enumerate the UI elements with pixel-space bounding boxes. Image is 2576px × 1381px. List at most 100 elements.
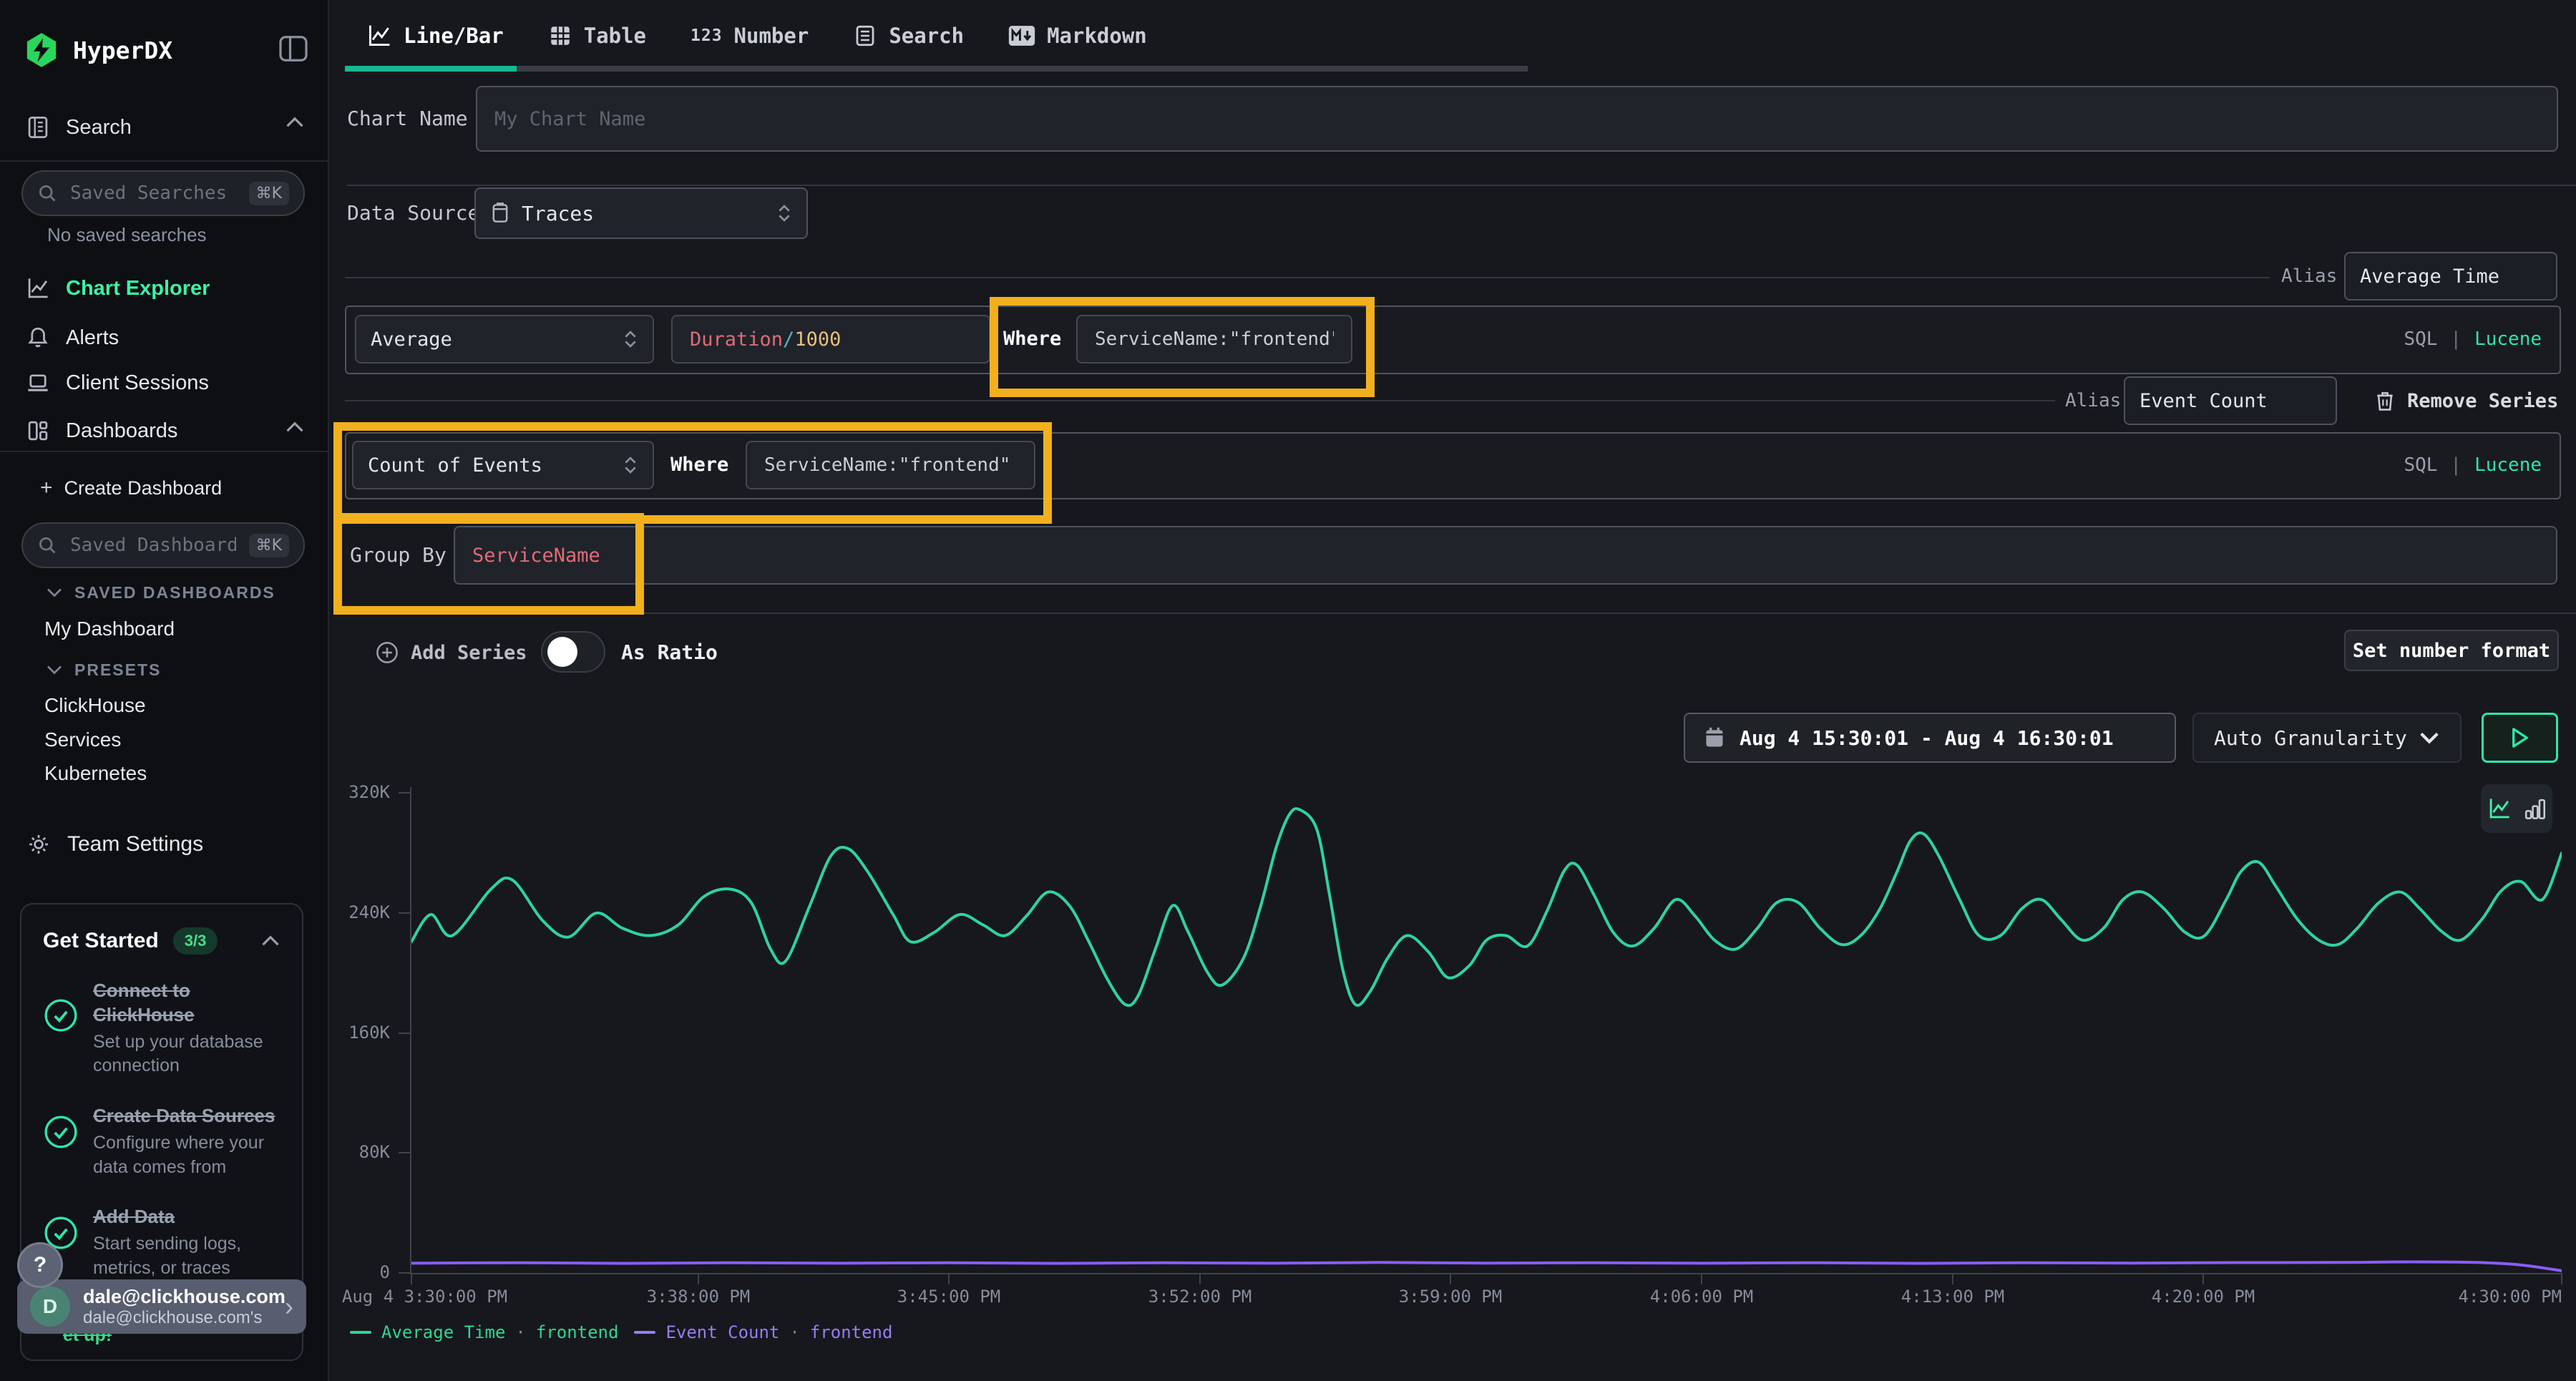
add-series-button[interactable]: Add Series (375, 633, 527, 673)
series1-where-input[interactable] (1076, 315, 1352, 363)
saved-searches-input[interactable] (69, 182, 238, 205)
no-saved-searches-text: No saved searches (47, 224, 207, 246)
event-count-line (411, 1262, 2562, 1271)
x-tick-mark (1450, 1273, 1451, 1284)
legend-label[interactable]: Average Time (381, 1322, 505, 1342)
series1-row: Average Duration/1000 Where SQL | Lucene (345, 306, 2561, 374)
sidebar-item-clickhouse[interactable]: ClickHouse (44, 689, 146, 722)
y-tick-mark (399, 1272, 410, 1274)
as-ratio-toggle[interactable] (541, 631, 605, 673)
set-number-format-button[interactable]: Set number format (2344, 630, 2559, 671)
avatar: D (30, 1287, 70, 1327)
alias-label: Alias (2281, 252, 2337, 301)
saved-dashboards-search[interactable]: ⌘K (21, 522, 305, 568)
x-tick-mark (2561, 1273, 2562, 1284)
lucene-toggle[interactable]: Lucene (2474, 454, 2542, 476)
create-dashboard-button[interactable]: + Create Dashboard (40, 469, 222, 507)
sidebar-item-services[interactable]: Services (44, 723, 121, 756)
search-icon (37, 183, 57, 203)
series2-aggregation-select[interactable]: Count of Events (352, 441, 654, 489)
run-query-button[interactable] (2482, 713, 2558, 763)
calendar-icon (1704, 726, 1725, 749)
tab-line-bar[interactable]: Line/Bar (366, 23, 504, 49)
circle-plus-icon (375, 640, 399, 665)
select-chevrons-icon (623, 328, 638, 350)
sidebar-item-label: Chart Explorer (66, 277, 210, 301)
legend-group: frontend (536, 1322, 619, 1342)
section-saved-dashboards[interactable]: SAVED DASHBOARDS (46, 577, 275, 608)
chevron-up-icon[interactable] (260, 935, 280, 947)
legend-swatch-event-count (634, 1331, 655, 1334)
x-tick-label: 3:52:00 PM (1148, 1287, 1252, 1307)
remove-series-button[interactable]: Remove Series (2374, 376, 2558, 425)
checklist-item: Add Data Start sending logs, metrics, or… (43, 1205, 280, 1280)
tab-number[interactable]: 123 Number (691, 24, 809, 48)
create-dashboard-label: Create Dashboard (64, 477, 223, 499)
chevron-down-icon (46, 664, 63, 675)
granularity-select[interactable]: Auto Granularity (2192, 713, 2462, 763)
user-team: dale@clickhouse.com's (83, 1308, 272, 1328)
legend-label[interactable]: Event Count (665, 1322, 779, 1342)
collapse-sidebar-icon[interactable] (279, 36, 308, 62)
tab-search[interactable]: Search (853, 24, 964, 48)
sql-toggle[interactable]: SQL (2404, 454, 2437, 476)
date-range-value: Aug 4 15:30:01 - Aug 4 16:30:01 (1740, 726, 2114, 750)
search-section-header[interactable]: Search (26, 107, 132, 147)
lucene-toggle[interactable]: Lucene (2474, 307, 2542, 371)
tab-underline-active (345, 66, 517, 72)
chevron-down-icon (2419, 731, 2440, 745)
line-chart-icon (26, 276, 50, 301)
x-tick-label: 4:20:00 PM (2152, 1287, 2255, 1307)
series1-field-input[interactable]: Duration/1000 (671, 315, 990, 363)
database-icon (490, 202, 510, 224)
series1-aggregation-select[interactable]: Average (355, 315, 654, 363)
section-presets[interactable]: PRESETS (46, 654, 161, 685)
sidebar-item-kubernetes[interactable]: Kubernetes (44, 757, 147, 790)
sidebar-item-my-dashboard[interactable]: My Dashboard (44, 613, 175, 645)
gear-icon (26, 831, 52, 857)
sidebar-item-chart-explorer[interactable]: Chart Explorer (26, 269, 210, 308)
section-label: SAVED DASHBOARDS (74, 583, 275, 602)
sidebar-item-alerts[interactable]: Alerts (26, 318, 119, 357)
select-chevrons-icon (776, 202, 792, 224)
chevron-up-icon[interactable] (285, 116, 305, 129)
help-button[interactable]: ? (17, 1242, 63, 1288)
chevron-up-icon[interactable] (285, 421, 305, 434)
table-icon (548, 24, 572, 48)
where-label: Where (670, 434, 728, 497)
sidebar-item-dashboards[interactable]: Dashboards (26, 411, 177, 450)
group-by-input[interactable] (454, 526, 2557, 585)
sidebar-item-team-settings[interactable]: Team Settings (26, 824, 203, 864)
date-range-picker[interactable]: Aug 4 15:30:01 - Aug 4 16:30:01 (1684, 713, 2176, 763)
chevron-down-icon (46, 587, 63, 598)
saved-dashboards-input[interactable] (69, 534, 238, 557)
user-menu[interactable]: D dale@clickhouse.com dale@clickhouse.co… (17, 1279, 306, 1334)
bell-icon (26, 326, 50, 350)
shortcut-badge: ⌘K (249, 534, 289, 557)
saved-searches-search[interactable]: ⌘K (21, 170, 305, 216)
sidebar-item-client-sessions[interactable]: Client Sessions (26, 363, 209, 402)
app-title: HyperDX (73, 36, 172, 64)
x-tick-label: 4:30:00 PM (2459, 1287, 2562, 1307)
y-tick-mark (399, 912, 410, 914)
chart-name-input[interactable] (476, 86, 2558, 152)
series2-where-input[interactable] (746, 441, 1035, 489)
sql-toggle[interactable]: SQL (2404, 307, 2437, 371)
x-tick-label: 4:06:00 PM (1650, 1287, 1754, 1307)
query-language-switch: SQL | Lucene (2404, 434, 2542, 497)
series1-alias-input[interactable] (2344, 252, 2557, 301)
markdown-icon (1008, 25, 1035, 47)
user-email: dale@clickhouse.com (83, 1286, 272, 1308)
line-chart-icon (366, 23, 392, 49)
sidebar-divider (0, 451, 328, 452)
x-tick-label: 3:59:00 PM (1399, 1287, 1503, 1307)
tab-markdown[interactable]: Markdown (1008, 24, 1147, 48)
query-language-switch: SQL | Lucene (2404, 307, 2542, 371)
sidebar-divider (0, 160, 328, 162)
section-label: PRESETS (74, 660, 161, 680)
get-started-progress-badge: 3/3 (173, 927, 218, 955)
data-source-select[interactable]: Traces (474, 187, 808, 239)
tab-table[interactable]: Table (548, 24, 646, 48)
series2-alias-input[interactable] (2124, 376, 2337, 425)
alias-divider (345, 277, 2270, 278)
